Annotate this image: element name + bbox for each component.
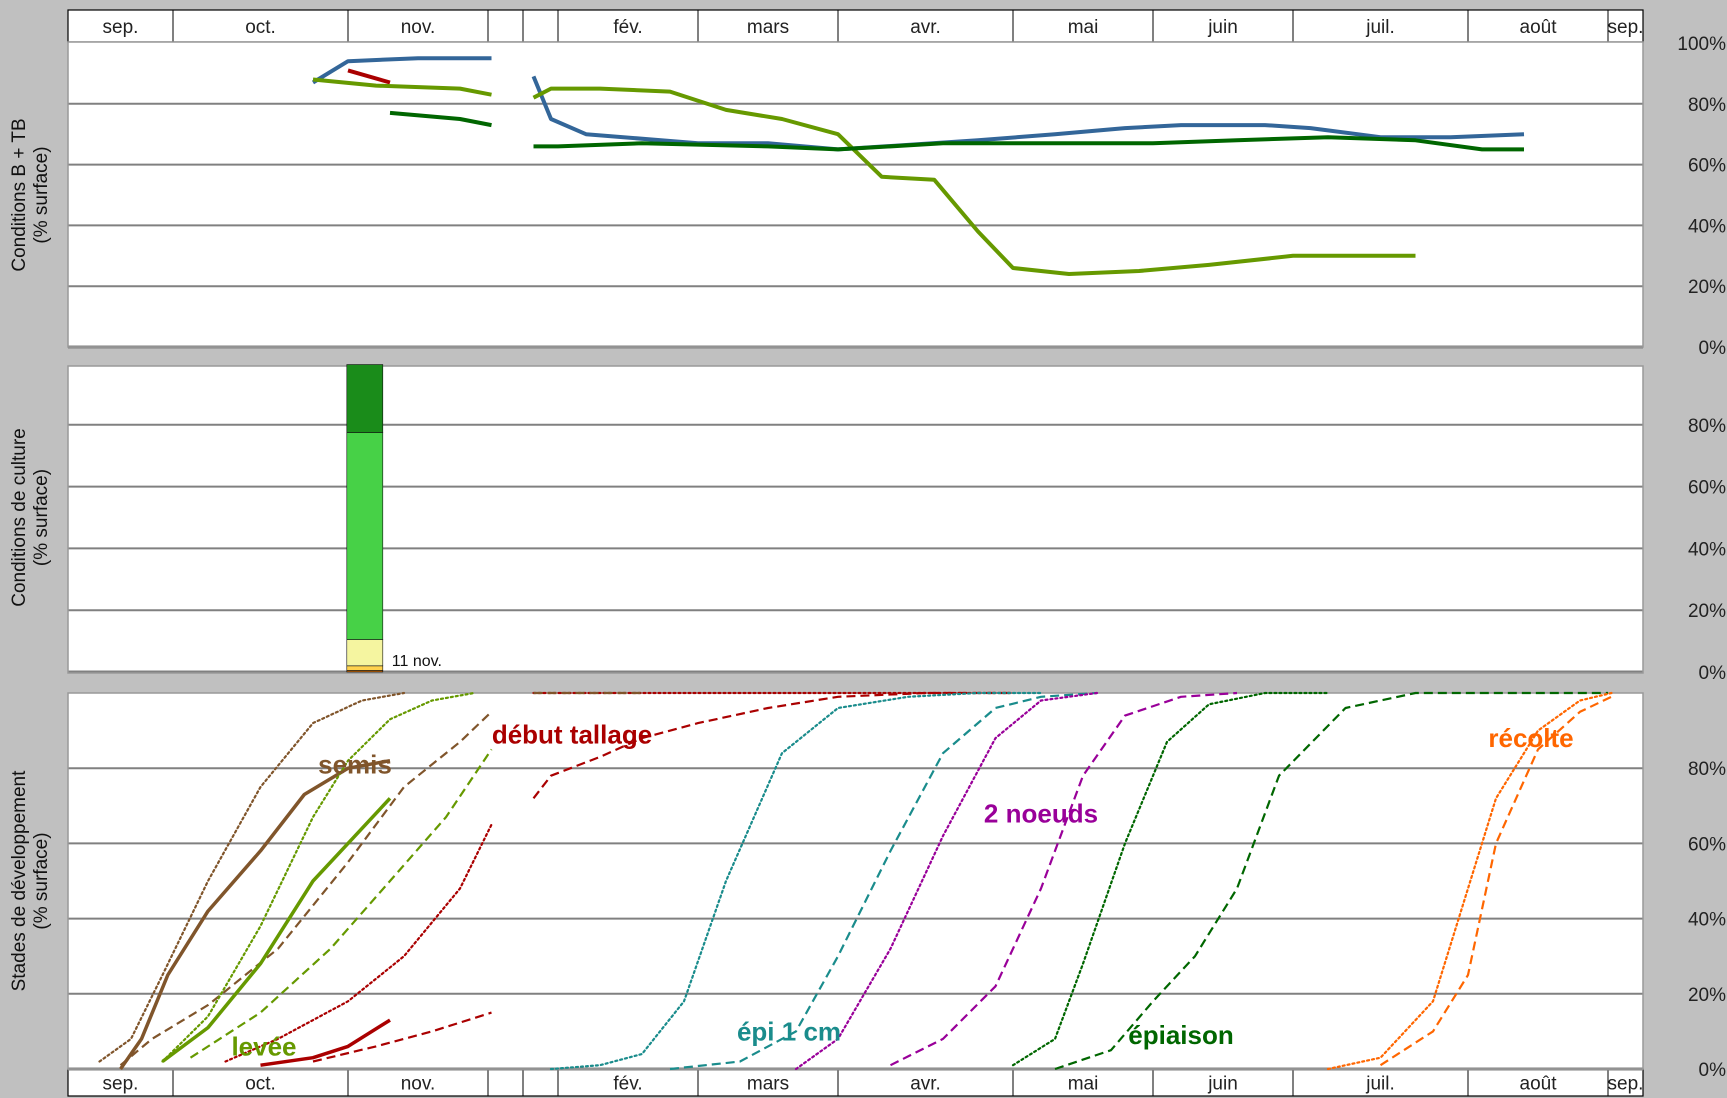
series-line <box>224 823 493 1063</box>
y-tick-label: 0% <box>1699 338 1727 359</box>
bar-segment <box>346 639 384 667</box>
series-line <box>1326 691 1613 1071</box>
plot-area <box>68 366 1643 673</box>
month-band-bg <box>67 9 1644 43</box>
month-band-bg <box>67 1068 1644 1097</box>
series-line <box>532 86 1416 276</box>
month-label: juil. <box>1365 1074 1395 1095</box>
month-label: fév. <box>613 1074 642 1095</box>
y-tick-label: 60% <box>1688 478 1726 499</box>
series-line <box>1054 691 1608 1071</box>
bar-segment <box>346 432 384 640</box>
month-label: sep. <box>103 17 139 38</box>
stage-label: récolte <box>1488 723 1573 753</box>
y-tick-label: 60% <box>1688 834 1726 855</box>
month-label: nov. <box>401 17 436 38</box>
plot-area <box>68 693 1643 1069</box>
month-label: juil. <box>1365 17 1395 38</box>
month-label: fév. <box>613 17 642 38</box>
bar-segment <box>346 665 384 671</box>
month-band-bottom: sep. oct. nov. fév. mars avr. mai juin juil. août… <box>67 1068 1644 1097</box>
month-label: sep. <box>103 1074 139 1095</box>
y-tick-label: 40% <box>1688 910 1726 931</box>
stage-label: semis <box>318 749 392 779</box>
stage-label: épiaison <box>1128 1020 1233 1050</box>
stage-label: 2 noeuds <box>984 798 1098 828</box>
series-line <box>312 77 492 97</box>
month-label: juin <box>1207 17 1238 38</box>
y-axis-label: Conditions de culture(% surface) <box>9 428 52 607</box>
month-band-top: sep. oct. nov. fév. mars avr. mai juin juil. août… <box>67 9 1644 43</box>
series-line <box>549 691 1043 1071</box>
y-tick-label: 80% <box>1688 95 1726 116</box>
plot-border <box>67 365 1644 674</box>
y-tick-label: 20% <box>1688 985 1726 1006</box>
y-axis-label-line: (% surface) <box>31 469 52 566</box>
series-line <box>189 748 493 1059</box>
month-label: juin <box>1207 1074 1238 1095</box>
month-label: sep. <box>1608 1074 1644 1095</box>
month-label: mai <box>1068 1074 1099 1095</box>
series-line <box>389 110 492 128</box>
series-line <box>161 691 476 1063</box>
series-line <box>532 691 1013 799</box>
y-tick-label: 80% <box>1688 759 1726 780</box>
y-tick-label: 40% <box>1688 539 1726 560</box>
y-axis-label: Conditions B + TB(% surface) <box>9 118 52 271</box>
series-line <box>347 68 391 85</box>
y-tick-label: 40% <box>1688 216 1726 237</box>
y-axis-label-line: (% surface) <box>31 832 52 929</box>
panel-1: 0% 20% 40% 60% 80% 100% Conditions B + TB(% su… <box>9 34 1726 359</box>
y-axis-label-line: Conditions B + TB <box>9 118 30 271</box>
month-label: mars <box>747 17 789 38</box>
stage-label: épi 1 cm <box>737 1016 841 1046</box>
series-line <box>260 1018 391 1067</box>
panel-2: 0% 20% 40% 60% 80% Conditions de culture(% su… <box>9 364 1727 684</box>
series-line <box>890 691 1238 1067</box>
y-axis-label-line: Conditions de culture <box>9 428 30 607</box>
y-tick-label: 0% <box>1699 1060 1727 1081</box>
series-line <box>794 691 1099 1071</box>
y-tick-label: 100% <box>1677 34 1726 55</box>
series-line <box>669 691 1098 1071</box>
stage-label: début tallage <box>492 719 652 749</box>
y-axis-label: Stades de développement(% surface) <box>9 770 52 991</box>
series-line <box>1379 695 1612 1067</box>
y-tick-label: 60% <box>1688 156 1726 177</box>
series-line <box>312 1011 492 1063</box>
month-label: oct. <box>245 1074 276 1095</box>
series-line <box>161 797 392 1063</box>
month-label: mars <box>747 1074 789 1095</box>
series-line <box>98 691 406 1063</box>
bar-date-label: 11 nov. <box>392 653 442 670</box>
series-line <box>1011 691 1330 1067</box>
y-axis-label-line: (% surface) <box>31 146 52 243</box>
plot-area <box>68 42 1643 347</box>
series-line <box>311 56 492 85</box>
month-label: août <box>1520 1074 1558 1095</box>
y-axis-label-line: Stades de développement <box>9 770 30 991</box>
month-label: avr. <box>910 1074 941 1095</box>
bar-segment <box>346 364 384 433</box>
month-label: sep. <box>1608 17 1644 38</box>
month-label: oct. <box>245 17 276 38</box>
plot-border <box>67 41 1644 348</box>
month-label: août <box>1520 17 1558 38</box>
series-line <box>531 75 1525 152</box>
y-tick-label: 20% <box>1688 601 1726 622</box>
series-line <box>533 135 1524 152</box>
y-tick-label: 0% <box>1699 663 1727 684</box>
month-label: avr. <box>910 17 941 38</box>
month-label: mai <box>1068 17 1099 38</box>
y-tick-label: 80% <box>1688 416 1726 437</box>
y-tick-label: 20% <box>1688 277 1726 298</box>
stage-label: levée <box>231 1031 296 1061</box>
panel-3: 0% 20% 40% 60% 80% Stades de développement(% … <box>9 691 1727 1081</box>
month-label: nov. <box>401 1074 436 1095</box>
